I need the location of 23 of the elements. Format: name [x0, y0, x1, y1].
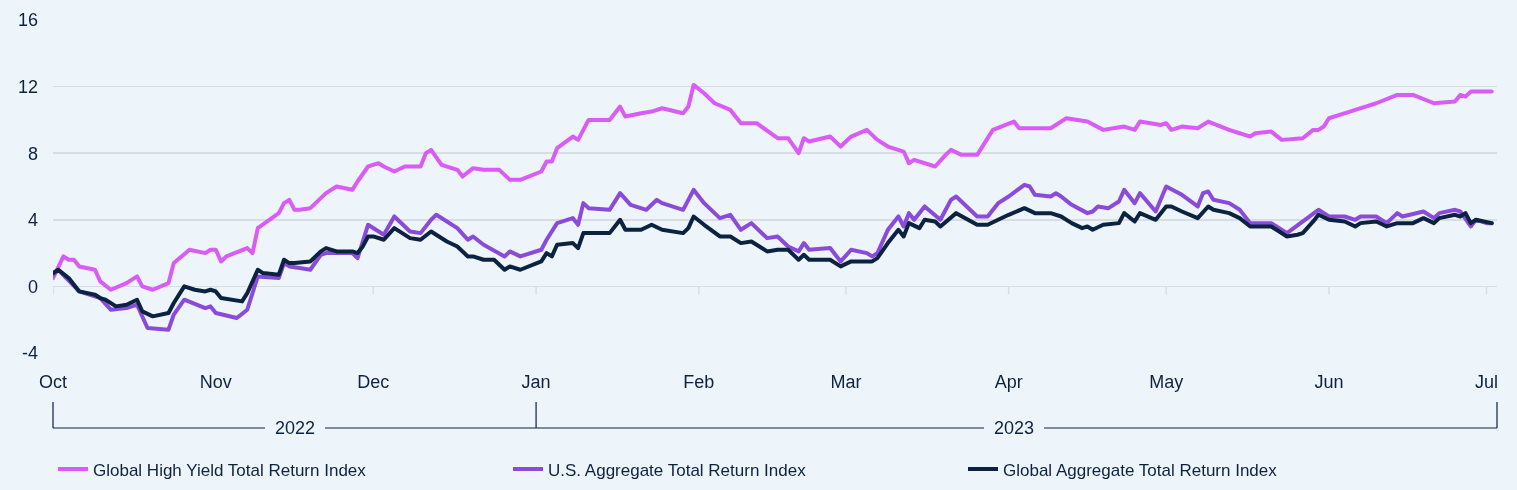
y-tick-label: -4 — [21, 343, 38, 364]
x-tick-label: Dec — [357, 372, 390, 392]
legend-label: Global High Yield Total Return Index — [93, 460, 367, 480]
text: 2023 — [994, 418, 1035, 438]
text: 2022 — [275, 418, 316, 438]
y-tick-label: 8 — [27, 143, 38, 164]
legend-label: U.S. Aggregate Total Return Index — [548, 460, 807, 480]
line-series — [53, 204, 1494, 319]
line-series — [53, 82, 1494, 292]
x-tick-label: Jul — [1474, 372, 1499, 392]
y-tick-label: 4 — [27, 210, 38, 231]
y-tick-label: 0 — [27, 276, 38, 297]
x-tick-label: Jun — [1314, 372, 1344, 392]
x-tick-label: Oct — [38, 372, 68, 392]
x-tick-label: Apr — [994, 372, 1023, 392]
x-tick-label: Jan — [521, 372, 551, 392]
x-tick-label: Mar — [830, 372, 862, 392]
x-tick-label: Nov — [199, 372, 232, 392]
legend-label: Global Aggregate Total Return Index — [1003, 460, 1278, 480]
x-tick-label: Feb — [683, 372, 715, 392]
y-tick-label: 12 — [17, 76, 38, 97]
x-tick-label: May — [1149, 372, 1184, 392]
y-tick-label: 16 — [17, 10, 38, 31]
